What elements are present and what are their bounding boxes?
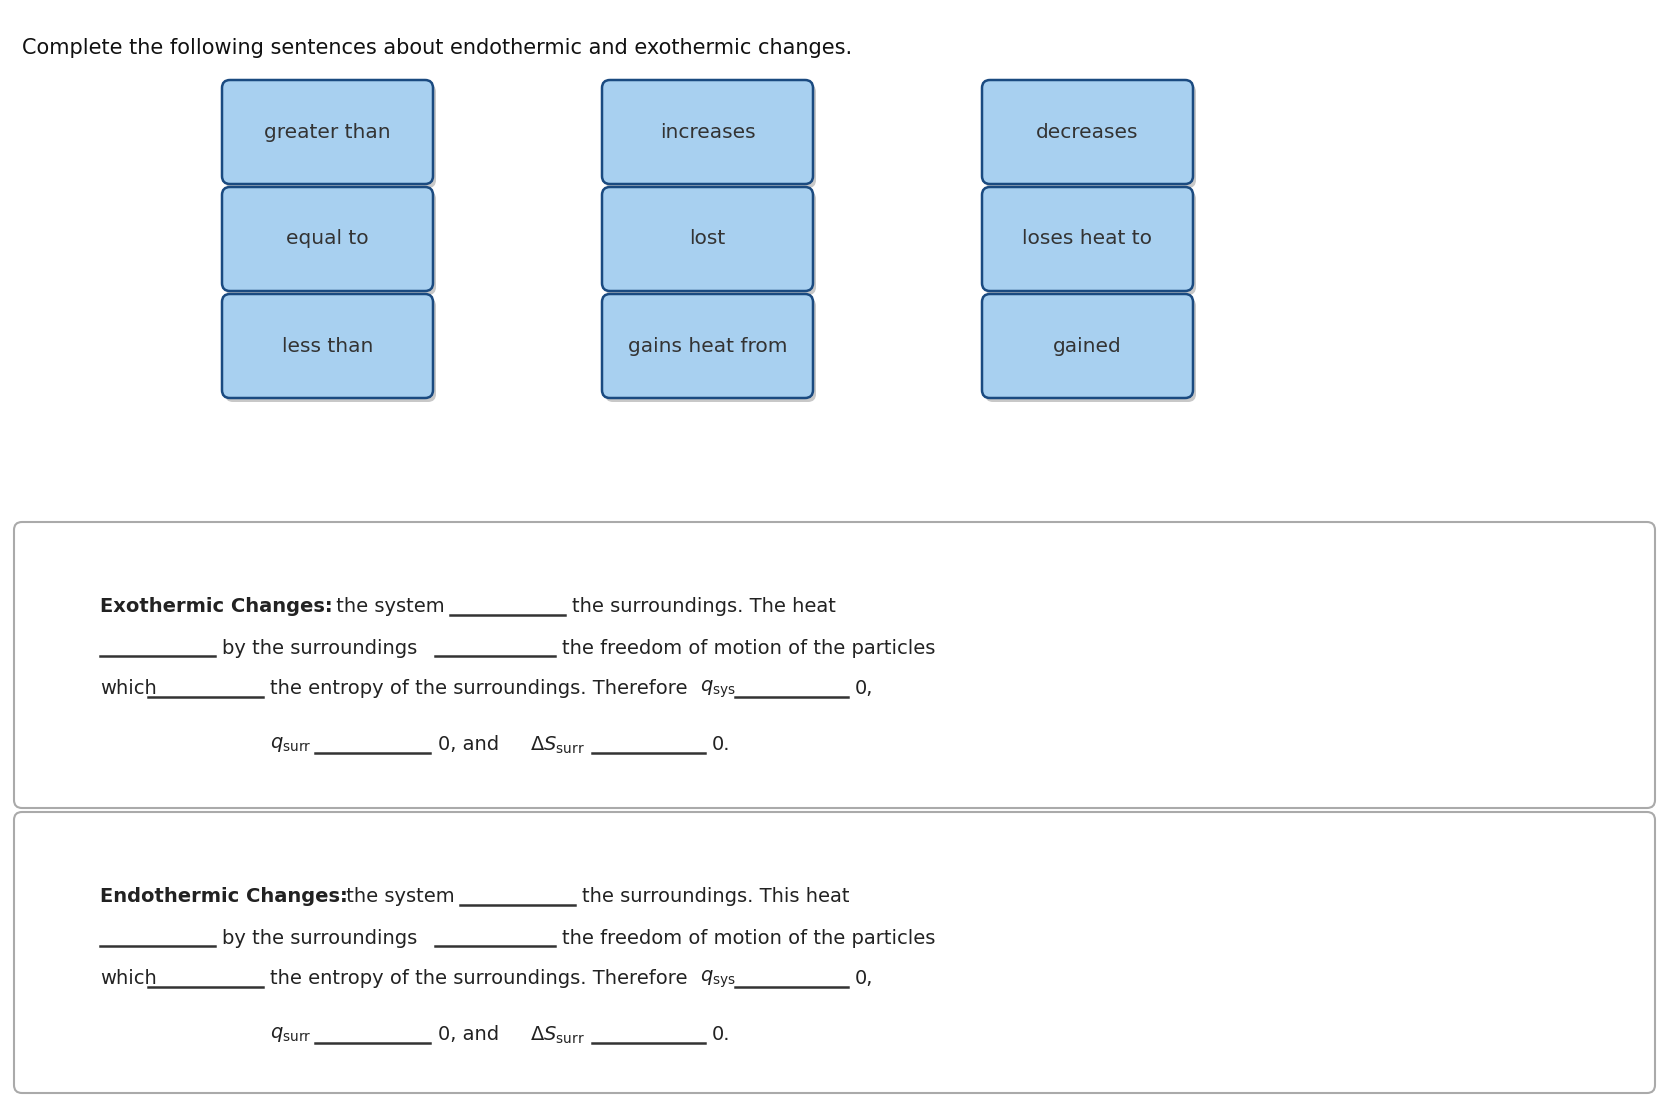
- Text: 0.: 0.: [711, 1026, 730, 1045]
- Text: which: which: [100, 680, 157, 699]
- FancyBboxPatch shape: [601, 294, 813, 398]
- Text: $q_{\mathsf{surr}}$: $q_{\mathsf{surr}}$: [271, 1026, 311, 1045]
- FancyBboxPatch shape: [605, 191, 817, 295]
- Text: the freedom of motion of the particles: the freedom of motion of the particles: [563, 929, 935, 948]
- FancyBboxPatch shape: [985, 191, 1196, 295]
- Text: Exothermic Changes:: Exothermic Changes:: [100, 597, 332, 616]
- Text: less than: less than: [282, 336, 372, 356]
- Text: $\Delta S_{\mathsf{surr}}$: $\Delta S_{\mathsf{surr}}$: [529, 1025, 584, 1046]
- Text: $q_{\mathsf{surr}}$: $q_{\mathsf{surr}}$: [271, 735, 311, 755]
- Text: the entropy of the surroundings. Therefore: the entropy of the surroundings. Therefo…: [271, 970, 688, 988]
- Text: 0,: 0,: [855, 680, 873, 699]
- FancyBboxPatch shape: [601, 80, 813, 184]
- FancyBboxPatch shape: [605, 84, 817, 188]
- FancyBboxPatch shape: [225, 191, 436, 295]
- FancyBboxPatch shape: [13, 522, 1655, 808]
- FancyBboxPatch shape: [982, 294, 1192, 398]
- Text: the surroundings. The heat: the surroundings. The heat: [573, 597, 837, 616]
- Text: the surroundings. This heat: the surroundings. This heat: [583, 887, 850, 907]
- FancyBboxPatch shape: [605, 298, 817, 402]
- Text: Endothermic Changes:: Endothermic Changes:: [100, 887, 347, 907]
- Text: increases: increases: [660, 122, 755, 141]
- FancyBboxPatch shape: [225, 298, 436, 402]
- FancyBboxPatch shape: [13, 812, 1655, 1093]
- Text: $q_{\mathsf{sys}}$: $q_{\mathsf{sys}}$: [700, 969, 736, 990]
- Text: gains heat from: gains heat from: [628, 336, 787, 356]
- FancyBboxPatch shape: [985, 298, 1196, 402]
- FancyBboxPatch shape: [982, 187, 1192, 291]
- FancyBboxPatch shape: [601, 187, 813, 291]
- Text: gained: gained: [1054, 336, 1122, 356]
- FancyBboxPatch shape: [225, 84, 436, 188]
- Text: lost: lost: [690, 229, 726, 248]
- Text: 0, and: 0, and: [438, 1026, 499, 1045]
- Text: the freedom of motion of the particles: the freedom of motion of the particles: [563, 638, 935, 658]
- Text: 0, and: 0, and: [438, 735, 499, 755]
- FancyBboxPatch shape: [222, 80, 433, 184]
- Text: 0,: 0,: [855, 970, 873, 988]
- Text: which: which: [100, 970, 157, 988]
- Text: greater than: greater than: [264, 122, 391, 141]
- FancyBboxPatch shape: [982, 80, 1192, 184]
- Text: 0.: 0.: [711, 735, 730, 755]
- Text: $q_{\mathsf{sys}}$: $q_{\mathsf{sys}}$: [700, 678, 736, 700]
- Text: Complete the following sentences about endothermic and exothermic changes.: Complete the following sentences about e…: [22, 37, 852, 58]
- Text: $\Delta S_{\mathsf{surr}}$: $\Delta S_{\mathsf{surr}}$: [529, 734, 584, 756]
- Text: decreases: decreases: [1037, 122, 1139, 141]
- Text: by the surroundings: by the surroundings: [222, 929, 418, 948]
- FancyBboxPatch shape: [222, 294, 433, 398]
- Text: the system: the system: [341, 887, 454, 907]
- Text: by the surroundings: by the surroundings: [222, 638, 418, 658]
- FancyBboxPatch shape: [222, 187, 433, 291]
- Text: the entropy of the surroundings. Therefore: the entropy of the surroundings. Therefo…: [271, 680, 688, 699]
- Text: equal to: equal to: [286, 229, 369, 248]
- Text: the system: the system: [331, 597, 444, 616]
- FancyBboxPatch shape: [985, 84, 1196, 188]
- Text: loses heat to: loses heat to: [1022, 229, 1152, 248]
